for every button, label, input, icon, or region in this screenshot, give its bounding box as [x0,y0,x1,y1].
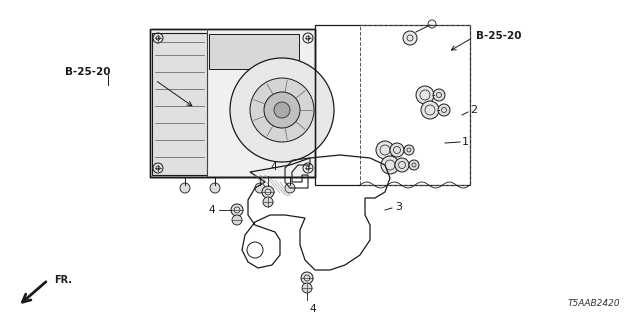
Text: FR.: FR. [54,275,72,285]
Circle shape [255,183,265,193]
Circle shape [231,204,243,216]
Text: 4: 4 [209,205,215,215]
Circle shape [438,104,450,116]
Circle shape [390,143,404,157]
Bar [150,29,315,177]
Circle shape [301,272,313,284]
Circle shape [302,283,312,293]
Circle shape [376,141,394,159]
Text: B-25-20: B-25-20 [476,31,522,41]
Circle shape [285,183,295,193]
Circle shape [250,78,314,142]
Bar [360,25,470,185]
Circle shape [180,183,190,193]
Text: B-25-20: B-25-20 [65,67,111,77]
Circle shape [403,31,417,45]
Text: 3: 3 [395,202,402,212]
Bar [152,33,207,175]
Text: 4: 4 [309,304,316,314]
Text: 1: 1 [462,137,469,147]
Bar [315,25,470,185]
Circle shape [395,158,409,172]
Circle shape [274,102,290,118]
Circle shape [409,160,419,170]
Circle shape [416,86,434,104]
Circle shape [263,197,273,207]
Circle shape [381,156,399,174]
Circle shape [421,101,439,119]
Circle shape [232,215,242,225]
Text: T5AAB2420: T5AAB2420 [568,299,620,308]
Circle shape [404,145,414,155]
Circle shape [230,58,334,162]
Circle shape [264,92,300,128]
Circle shape [262,186,274,198]
Circle shape [433,89,445,101]
Bar [209,34,299,69]
Circle shape [210,183,220,193]
Text: 2: 2 [470,105,477,115]
Text: 4: 4 [270,162,276,172]
Bar [150,29,315,177]
